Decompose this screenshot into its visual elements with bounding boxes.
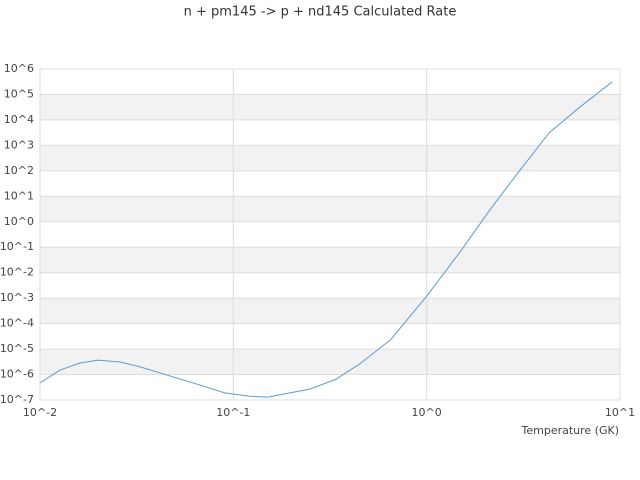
y-tick-label: 10^-7 bbox=[0, 393, 34, 406]
y-tick-label: 10^-4 bbox=[0, 317, 34, 330]
grid-band bbox=[40, 247, 620, 273]
y-tick-label: 10^-1 bbox=[0, 240, 34, 253]
y-tick-label: 10^5 bbox=[4, 87, 34, 100]
grid-band bbox=[40, 298, 620, 324]
x-tick-label: 10^1 bbox=[605, 406, 635, 419]
y-tick-label: 10^-6 bbox=[0, 368, 34, 381]
grid-band bbox=[40, 349, 620, 375]
data-line bbox=[39, 81, 613, 398]
y-tick-label: 10^2 bbox=[4, 164, 34, 177]
grid-band bbox=[40, 196, 620, 222]
y-tick-label: 10^-5 bbox=[0, 342, 34, 355]
y-tick-label: 10^-2 bbox=[0, 266, 34, 279]
grid-band bbox=[40, 145, 620, 171]
chart-title: n + pm145 -> p + nd145 Calculated Rate bbox=[184, 5, 457, 20]
grid-band bbox=[40, 94, 620, 120]
y-tick-label: 10^3 bbox=[4, 138, 34, 151]
x-tick-label: 10^-2 bbox=[23, 406, 57, 419]
x-tick-label: 10^-1 bbox=[216, 406, 250, 419]
y-tick-label: 10^1 bbox=[4, 189, 34, 202]
y-tick-label: 10^6 bbox=[4, 62, 34, 75]
y-tick-label: 10^4 bbox=[4, 113, 34, 126]
y-tick-label: 10^-3 bbox=[0, 291, 34, 304]
x-axis-label: Temperature (GK) bbox=[521, 424, 620, 437]
x-tick-label: 10^0 bbox=[412, 406, 442, 419]
y-tick-label: 10^0 bbox=[4, 215, 34, 228]
